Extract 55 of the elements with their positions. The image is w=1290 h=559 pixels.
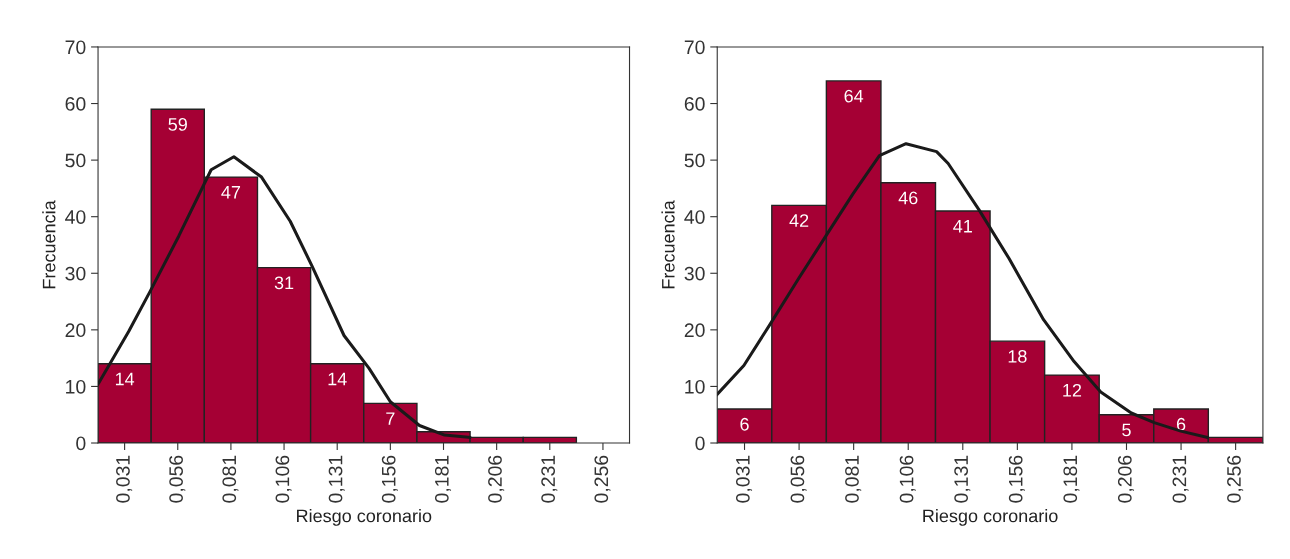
data-label: 5 xyxy=(1122,423,1131,437)
data-label: 46 xyxy=(898,191,918,205)
x-tick-label: 0,181 xyxy=(434,455,452,503)
data-label: 47 xyxy=(221,186,241,199)
x-tick-label: 0,206 xyxy=(488,455,505,503)
y-tick-label: 20 xyxy=(65,323,86,338)
y-tick-label: 60 xyxy=(684,97,705,111)
y-axis-title: Frecuencia xyxy=(42,200,56,289)
data-label: 31 xyxy=(274,276,294,290)
data-label: 6 xyxy=(1176,417,1186,431)
y-tick-label: 50 xyxy=(65,153,86,168)
x-tick-label: 0,131 xyxy=(954,455,971,503)
x-tick-label: 0,081 xyxy=(845,455,862,503)
x-tick-label: 0,206 xyxy=(1117,455,1135,503)
data-label: 14 xyxy=(328,372,347,386)
x-tick-label: 0,256 xyxy=(1227,455,1244,503)
x-tick-label: 0,131 xyxy=(328,455,345,503)
y-tick-label: 10 xyxy=(66,379,86,394)
y-tick-label: 0 xyxy=(76,436,86,451)
x-tick-label: 0,031 xyxy=(735,455,753,503)
y-tick-label: 40 xyxy=(65,210,86,224)
y-axis-title: Frecuencia xyxy=(661,200,675,289)
data-label: 59 xyxy=(168,118,187,131)
data-label: 7 xyxy=(386,412,395,425)
data-label: 6 xyxy=(740,417,749,431)
x-tick-label: 0,231 xyxy=(541,455,558,503)
y-tick-label: 40 xyxy=(684,210,705,224)
y-tick-label: 20 xyxy=(684,323,705,338)
y-tick-label: 10 xyxy=(685,379,705,394)
y-tick-label: 70 xyxy=(684,40,705,55)
data-label: 12 xyxy=(1063,383,1082,397)
x-tick-label: 0,056 xyxy=(790,455,807,503)
y-tick-label: 60 xyxy=(65,97,86,111)
x-tick-label: 0,106 xyxy=(275,455,292,503)
data-label: 14 xyxy=(115,372,135,386)
data-label: 42 xyxy=(789,214,809,227)
x-tick-label: 0,156 xyxy=(1008,455,1025,503)
x-tick-label: 0,256 xyxy=(594,455,611,503)
y-tick-label: 30 xyxy=(65,266,86,281)
x-tick-label: 0,231 xyxy=(1172,455,1189,503)
x-axis-title: Riesgo coronario xyxy=(923,509,1058,526)
x-tick-label: 0,181 xyxy=(1063,455,1080,503)
x-tick-label: 0,081 xyxy=(222,455,239,503)
y-tick-label: 70 xyxy=(65,40,86,55)
x-tick-label: 0,156 xyxy=(381,455,398,503)
x-tick-label: 0,106 xyxy=(899,455,916,503)
y-tick-label: 30 xyxy=(684,266,705,281)
data-label: 41 xyxy=(953,220,972,233)
x-tick-label: 0,031 xyxy=(116,455,133,503)
x-axis-title: Riesgo coronario xyxy=(297,509,432,526)
x-tick-label: 0,056 xyxy=(169,455,186,503)
data-label: 64 xyxy=(844,89,864,103)
data-label: 18 xyxy=(1008,349,1027,363)
y-tick-label: 0 xyxy=(695,436,705,451)
y-tick-label: 50 xyxy=(684,153,705,168)
